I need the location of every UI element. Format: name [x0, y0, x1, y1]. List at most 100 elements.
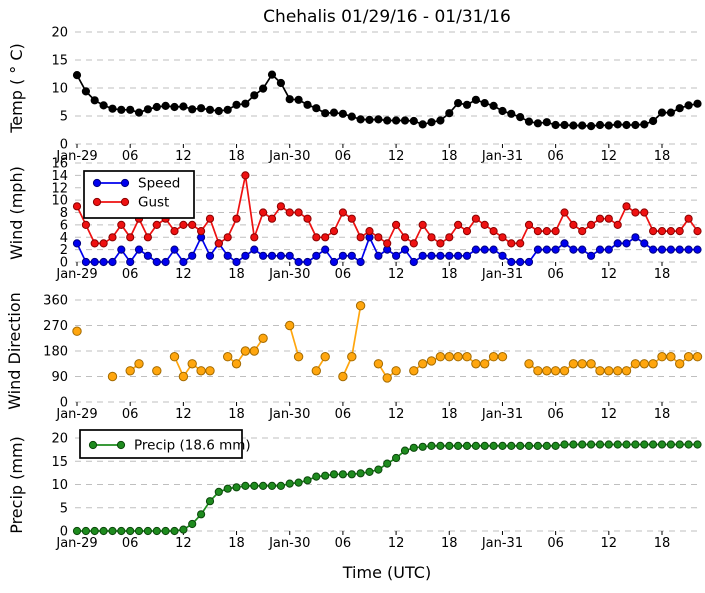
- precip-data-point: [188, 519, 197, 529]
- wind-direction-y-axis-label: Wind Direction: [5, 292, 24, 410]
- precip-data-point: [587, 440, 596, 449]
- precip-x-tick-label: 18: [228, 536, 245, 551]
- precip-data-point: [126, 526, 135, 536]
- temp-data-point: [329, 108, 339, 117]
- precip-data-point: [480, 441, 489, 450]
- temp-data-point: [462, 100, 472, 109]
- gust-data-point: [338, 208, 347, 217]
- temp-data-point: [347, 112, 356, 121]
- speed-data-point: [347, 251, 356, 260]
- speed-data-point: [329, 257, 339, 267]
- speed-data-point: [693, 245, 702, 254]
- temp-data-point: [542, 118, 551, 127]
- direction-data-point: [692, 352, 703, 362]
- precip-data-point: [134, 526, 144, 536]
- precip-data-point: [347, 470, 356, 479]
- speed-data-point: [90, 257, 99, 267]
- precip-data-point: [374, 465, 383, 474]
- direction-data-point: [293, 352, 304, 362]
- wind-direction-y-tick-label: 0: [60, 396, 68, 411]
- precip-x-tick-label: Jan-31: [481, 536, 523, 551]
- temp-data-point: [197, 104, 206, 113]
- temp-data-point: [312, 104, 321, 113]
- temp-x-tick-label: 18: [228, 149, 245, 164]
- direction-data-point: [373, 359, 384, 369]
- direction-data-point: [382, 373, 392, 383]
- wind-direction-subplot: 0 90 180 270 360 Jan-29 06 12 18 Jan-30 06 12 18 Jan-…: [43, 294, 703, 422]
- temp-data-point: [693, 99, 702, 108]
- gust-data-point: [498, 233, 507, 242]
- gust-data-point: [99, 239, 108, 248]
- speed-data-point: [356, 257, 365, 267]
- gust-data-point: [241, 171, 250, 180]
- speed-data-point: [418, 251, 427, 260]
- speed-data-point: [613, 239, 622, 248]
- direction-data-point: [338, 371, 348, 382]
- temp-data-point: [267, 70, 277, 79]
- wind-legend: Speed Gust: [83, 170, 195, 219]
- gust-data-point: [276, 202, 285, 211]
- temp-x-tick-label: 18: [654, 149, 671, 164]
- precip-data-point: [551, 441, 560, 450]
- temp-data-point: [161, 101, 170, 111]
- temp-data-point: [250, 91, 259, 100]
- gust-data-point: [640, 208, 649, 217]
- speed-data-point: [436, 251, 445, 260]
- temp-data-point: [507, 109, 516, 118]
- speed-data-point: [622, 239, 631, 248]
- precip-data-point: [179, 525, 188, 534]
- speed-data-point: [409, 257, 418, 267]
- wind-direction-y-tick-label: 180: [43, 345, 68, 360]
- temp-x-tick-label: 12: [601, 149, 618, 164]
- temp-data-point: [179, 102, 188, 111]
- gust-data-point: [365, 227, 374, 236]
- precip-data-point: [259, 481, 268, 490]
- wind-y-tick-label: 10: [51, 194, 68, 209]
- temp-data-point: [170, 102, 179, 112]
- temp-data-point: [392, 116, 401, 125]
- wind-y-tick-label: 16: [51, 157, 68, 172]
- temp-data-point: [223, 105, 232, 114]
- temp-data-point: [516, 113, 525, 122]
- gust-data-point: [578, 227, 587, 236]
- legend-marker: [92, 178, 102, 188]
- direction-data-point: [320, 352, 330, 362]
- gust-data-point: [81, 220, 91, 229]
- gust-data-point: [427, 233, 436, 242]
- precip-data-point: [321, 471, 330, 480]
- direction-data-point: [347, 352, 357, 362]
- temp-x-tick-label: 12: [388, 149, 405, 164]
- direction-data-point: [391, 366, 401, 376]
- speed-data-point: [72, 239, 82, 248]
- wind-y-tick-label: 8: [60, 206, 68, 221]
- precip-data-point: [631, 440, 640, 449]
- precip-y-tick-label: 10: [51, 478, 68, 493]
- precip-x-tick-label: 06: [335, 536, 352, 551]
- gust-data-point: [569, 220, 578, 229]
- direction-data-point: [107, 371, 118, 382]
- temp-data-point: [640, 120, 649, 129]
- temp-data-point: [188, 105, 197, 114]
- temp-data-point: [365, 115, 374, 125]
- gust-data-point: [374, 233, 383, 242]
- direction-data-point: [639, 359, 649, 369]
- precip-data-point: [170, 526, 179, 536]
- speed-data-point: [143, 251, 152, 260]
- direction-data-point: [409, 366, 419, 376]
- gust-data-point: [604, 214, 613, 223]
- precip-data-point: [675, 440, 684, 449]
- precip-data-point: [214, 487, 223, 496]
- precip-data-point: [418, 442, 427, 451]
- temp-data-point: [445, 109, 454, 118]
- wind-direction-x-tick-label: 12: [601, 407, 618, 422]
- gust-data-point: [595, 214, 605, 223]
- direction-data-point: [675, 359, 685, 369]
- speed-data-point: [480, 245, 489, 254]
- gust-data-point: [551, 227, 560, 236]
- gust-data-point: [188, 220, 197, 229]
- speed-data-point: [152, 257, 161, 267]
- precip-y-tick-label: 20: [51, 432, 68, 447]
- speed-data-point: [170, 245, 179, 254]
